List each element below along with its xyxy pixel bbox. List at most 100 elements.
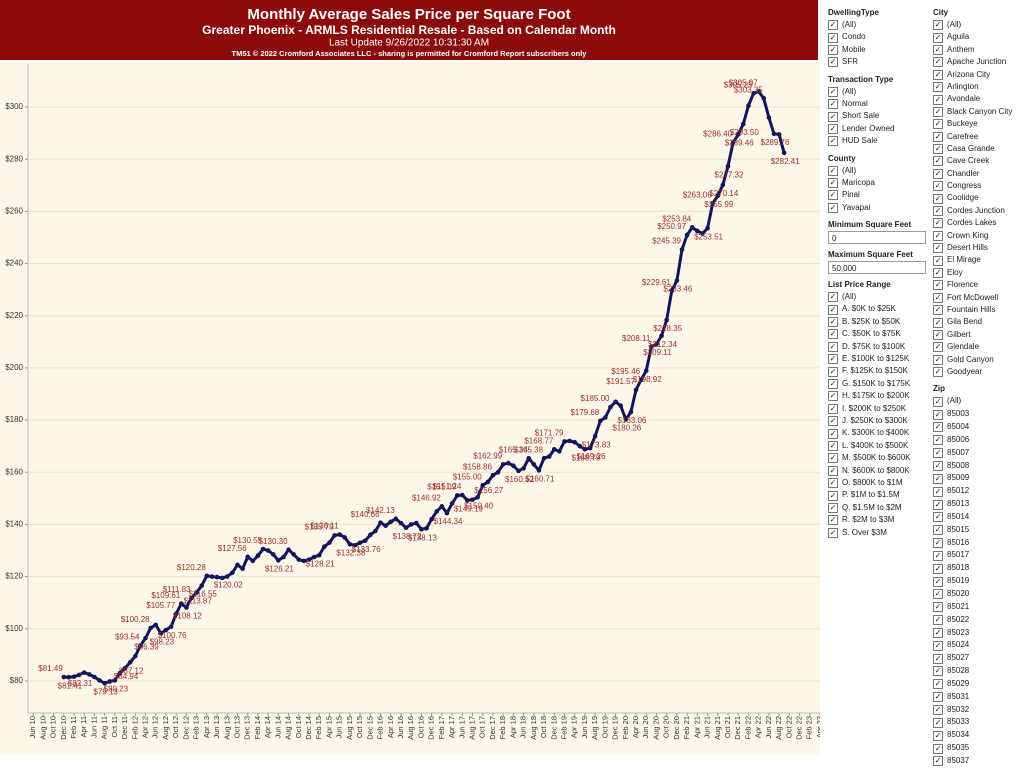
checkbox[interactable]: ✓ [828, 317, 838, 328]
checkbox[interactable]: ✓ [828, 502, 838, 513]
checkbox[interactable]: ✓ [828, 44, 838, 55]
checkbox[interactable]: ✓ [933, 193, 943, 204]
checkbox[interactable]: ✓ [933, 255, 943, 266]
checkbox[interactable]: ✓ [828, 428, 838, 439]
filter-option: ✓ 85029 [933, 678, 1024, 691]
checkbox[interactable]: ✓ [933, 292, 943, 303]
checkbox[interactable]: ✓ [828, 32, 838, 43]
checkbox[interactable]: ✓ [933, 743, 943, 754]
checkbox[interactable]: ✓ [828, 165, 838, 176]
checkbox[interactable]: ✓ [933, 329, 943, 340]
checkbox[interactable]: ✓ [933, 705, 943, 715]
checkbox[interactable]: ✓ [828, 465, 838, 476]
checkbox[interactable]: ✓ [933, 94, 943, 105]
checkbox[interactable]: ✓ [933, 525, 943, 536]
checkbox[interactable]: ✓ [933, 460, 943, 471]
checkbox[interactable]: ✓ [933, 730, 943, 741]
checkbox[interactable]: ✓ [933, 354, 943, 365]
checkbox[interactable]: ✓ [828, 403, 838, 414]
checkbox[interactable]: ✓ [933, 57, 943, 68]
checkbox[interactable]: ✓ [933, 473, 943, 484]
checkbox[interactable]: ✓ [933, 640, 943, 651]
checkbox[interactable]: ✓ [828, 57, 838, 68]
checkbox[interactable]: ✓ [933, 627, 943, 638]
checkbox[interactable]: ✓ [933, 717, 943, 728]
checkbox[interactable]: ✓ [933, 20, 943, 31]
checkbox[interactable]: ✓ [933, 756, 943, 767]
checkbox[interactable]: ✓ [933, 230, 943, 241]
checkbox[interactable]: ✓ [828, 292, 838, 303]
checkbox[interactable]: ✓ [933, 576, 943, 587]
checkbox[interactable]: ✓ [933, 538, 943, 549]
checkbox[interactable]: ✓ [828, 391, 838, 402]
checkbox[interactable]: ✓ [933, 653, 943, 664]
text-input[interactable]: 50,000 [828, 261, 926, 275]
checkbox[interactable]: ✓ [933, 181, 943, 192]
checkbox[interactable]: ✓ [828, 20, 838, 31]
point [485, 479, 491, 485]
checkbox[interactable]: ✓ [933, 69, 943, 80]
checkbox[interactable]: ✓ [933, 131, 943, 142]
checkbox[interactable]: ✓ [933, 499, 943, 510]
checkbox[interactable]: ✓ [933, 305, 943, 316]
checkbox[interactable]: ✓ [933, 280, 943, 291]
checkbox[interactable]: ✓ [933, 367, 943, 378]
point [526, 456, 532, 461]
text-input[interactable]: 0 [828, 231, 926, 245]
checkbox[interactable]: ✓ [933, 409, 943, 420]
checkbox[interactable]: ✓ [933, 486, 943, 497]
checkbox[interactable]: ✓ [828, 354, 838, 365]
checkbox[interactable]: ✓ [828, 86, 838, 97]
checkbox[interactable]: ✓ [933, 119, 943, 130]
checkbox[interactable]: ✓ [828, 527, 838, 538]
checkbox[interactable]: ✓ [828, 440, 838, 451]
checkbox[interactable]: ✓ [828, 304, 838, 315]
checkbox[interactable]: ✓ [933, 512, 943, 523]
checkbox[interactable]: ✓ [933, 44, 943, 55]
data-label: $93.54 [115, 633, 140, 642]
checkbox[interactable]: ✓ [933, 106, 943, 117]
checkbox[interactable]: ✓ [933, 615, 943, 626]
checkbox[interactable]: ✓ [933, 550, 943, 561]
checkbox[interactable]: ✓ [828, 123, 838, 134]
checkbox[interactable]: ✓ [933, 563, 943, 574]
checkbox[interactable]: ✓ [828, 99, 838, 110]
checkbox[interactable]: ✓ [933, 692, 943, 703]
checkbox[interactable]: ✓ [828, 329, 838, 340]
checkbox[interactable]: ✓ [933, 218, 943, 229]
checkbox[interactable]: ✓ [933, 666, 943, 677]
checkbox[interactable]: ✓ [933, 206, 943, 217]
checkbox[interactable]: ✓ [933, 168, 943, 179]
checkbox[interactable]: ✓ [933, 144, 943, 155]
checkbox[interactable]: ✓ [828, 478, 838, 489]
checkbox[interactable]: ✓ [933, 422, 943, 433]
checkbox[interactable]: ✓ [933, 448, 943, 459]
checkbox[interactable]: ✓ [828, 515, 838, 526]
checkbox[interactable]: ✓ [933, 156, 943, 167]
checkbox[interactable]: ✓ [933, 32, 943, 43]
checkbox[interactable]: ✓ [828, 416, 838, 427]
checkbox[interactable]: ✓ [828, 490, 838, 501]
checkbox[interactable]: ✓ [828, 453, 838, 464]
checkbox[interactable]: ✓ [933, 268, 943, 278]
checkbox[interactable]: ✓ [933, 243, 943, 254]
checkbox[interactable]: ✓ [933, 82, 943, 93]
checkbox[interactable]: ✓ [933, 317, 943, 328]
checkbox[interactable]: ✓ [933, 342, 943, 353]
point [771, 131, 777, 137]
checkbox[interactable]: ✓ [828, 111, 838, 122]
x-tick-label: Feb 21 [682, 716, 691, 739]
checkbox[interactable]: ✓ [933, 602, 943, 613]
checkbox[interactable]: ✓ [828, 341, 838, 352]
checkbox[interactable]: ✓ [828, 178, 838, 189]
checkbox[interactable]: ✓ [828, 202, 838, 213]
y-tick-label: $140 [5, 520, 23, 529]
checkbox[interactable]: ✓ [828, 190, 838, 201]
checkbox[interactable]: ✓ [828, 366, 838, 377]
checkbox[interactable]: ✓ [933, 679, 943, 690]
checkbox[interactable]: ✓ [933, 589, 943, 600]
checkbox[interactable]: ✓ [828, 136, 838, 147]
checkbox[interactable]: ✓ [828, 379, 838, 389]
checkbox[interactable]: ✓ [933, 435, 943, 446]
checkbox[interactable]: ✓ [933, 396, 943, 407]
